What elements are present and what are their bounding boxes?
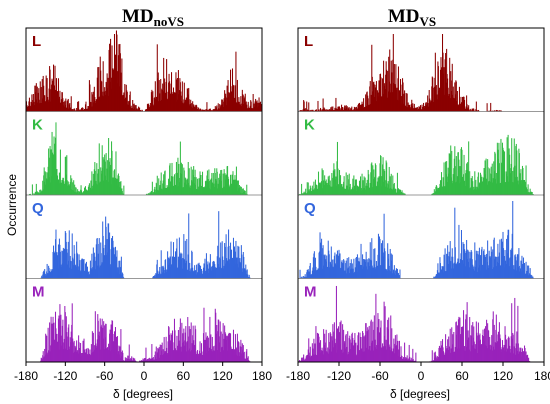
panel-label-left-M: M xyxy=(32,284,45,301)
panel-left-K: K xyxy=(26,117,262,196)
panel-label-left-Q: Q xyxy=(32,200,44,217)
xtick-label-right: 60 xyxy=(455,369,469,383)
title-right-sub: VS xyxy=(420,14,437,29)
xticks-right: -180 -120 -60 0 60 120 180 xyxy=(286,362,550,383)
panel-label-right-L: L xyxy=(304,33,313,50)
x-axis-label-right: δ [degrees] xyxy=(390,387,450,401)
panel-left-M: M xyxy=(32,284,251,362)
xtick-label-left: 180 xyxy=(252,369,272,383)
xtick-label-right: -180 xyxy=(286,369,310,383)
xtick-label-right: -60 xyxy=(371,369,389,383)
panels-left: L K Q M xyxy=(25,30,263,362)
panel-label-left-L: L xyxy=(32,33,41,50)
panel-label-right-M: M xyxy=(304,284,317,301)
xtick-label-right: -120 xyxy=(327,369,351,383)
panel-label-right-Q: Q xyxy=(304,200,316,217)
panel-label-left-K: K xyxy=(32,117,43,134)
xtick-label-right: 0 xyxy=(418,369,425,383)
xticks-left: -180 -120 -60 0 60 120 180 xyxy=(14,362,272,383)
panel-left-L: L xyxy=(25,30,263,112)
panel-right-K: K xyxy=(298,117,544,196)
frame-right xyxy=(297,27,545,363)
title-right-main: MD xyxy=(388,6,420,27)
xtick-label-left: -120 xyxy=(53,369,77,383)
xtick-label-left: 0 xyxy=(141,369,148,383)
chart-right: MDVS L K Q M -180 -120 -60 0 60 120 180 δ [degree… xyxy=(286,6,550,401)
panel-right-L: L xyxy=(298,33,544,112)
title-left-sub: noVS xyxy=(154,14,184,29)
panel-label-right-K: K xyxy=(304,117,315,134)
xtick-label-right: 120 xyxy=(493,369,513,383)
xtick-label-left: -180 xyxy=(14,369,38,383)
panel-left-Q: Q xyxy=(26,200,262,279)
panels-right: L K Q M xyxy=(298,33,544,362)
frame-left xyxy=(25,27,263,363)
x-axis-label-left: δ [degrees] xyxy=(113,387,173,401)
panel-right-M: M xyxy=(298,284,531,362)
chart-left: MDnoVS L K Q M -180 -120 -60 0 60 120 180 δ [degr… xyxy=(14,6,272,401)
title-right: MDVS xyxy=(388,6,436,29)
title-left-main: MD xyxy=(122,6,154,27)
title-left: MDnoVS xyxy=(122,6,184,29)
xtick-label-left: -60 xyxy=(96,369,114,383)
xtick-label-left: 120 xyxy=(213,369,233,383)
y-axis-label: Occurrence xyxy=(5,174,19,236)
xtick-label-right: 180 xyxy=(534,369,550,383)
panel-right-Q: Q xyxy=(298,200,544,279)
xtick-label-left: 60 xyxy=(177,369,191,383)
